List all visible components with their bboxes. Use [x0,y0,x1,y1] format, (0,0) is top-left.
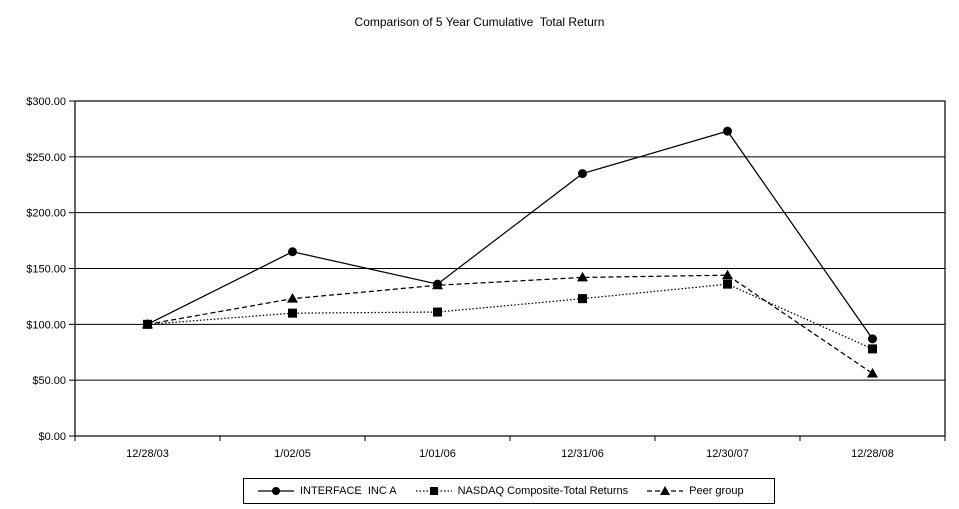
x-axis-tick-label: 12/28/08 [851,448,894,460]
legend-label: Peer group [689,485,744,497]
legend: INTERFACE INC A NASDAQ Composite-Total Re… [243,478,775,504]
data-point-circle-icon [288,247,297,257]
data-point-circle-icon [578,169,587,179]
x-axis-tick-label: 12/31/06 [561,448,604,460]
data-point-circle-icon [868,334,877,344]
data-point-square-icon [288,308,297,318]
x-axis-tick-label: 12/28/03 [126,448,169,460]
data-point-triangle-icon [287,293,298,303]
y-axis-tick-label: $0.00 [38,431,66,443]
legend-label: NASDAQ Composite-Total Returns [457,485,629,497]
legend-item: INTERFACE INC A [258,485,397,497]
data-point-triangle-icon [867,367,878,378]
x-axis-tick-label: 1/02/05 [274,448,311,460]
series-line-peer-group [147,274,873,374]
legend-item: Peer group [647,485,744,497]
data-point-square-icon [723,279,732,289]
data-point-triangle-icon [142,318,153,329]
x-axis-tick-label: 12/30/07 [706,448,749,460]
series-line-nasdaq-composite-total-returns [147,283,873,350]
data-point-square-icon [868,344,877,354]
legend-item: NASDAQ Composite-Total Returns [415,485,629,497]
y-axis-tick-label: $250.00 [26,152,66,164]
data-point-triangle-icon [432,279,443,290]
y-axis-tick-label: $200.00 [26,208,66,220]
data-point-circle-icon [723,126,732,136]
legend-triangle-icon [647,486,684,495]
data-point-square-icon [433,307,442,317]
legend-circle-icon [258,487,294,495]
data-point-square-icon [578,294,587,304]
y-axis-tick-label: $100.00 [26,319,66,331]
chart-title: Comparison of 5 Year Cumulative Total Re… [354,15,605,29]
series-line-interface-inc-a [147,130,874,340]
data-point-triangle-icon [722,269,733,280]
y-axis-tick-label: $50.00 [32,375,66,387]
x-axis-tick-label: 1/01/06 [419,448,456,460]
y-axis-tick-label: $150.00 [26,264,66,276]
y-axis-tick-label: $300.00 [26,96,66,108]
legend-square-icon [415,487,452,495]
data-point-triangle-icon [577,271,588,282]
legend-label: INTERFACE INC A [300,485,397,497]
